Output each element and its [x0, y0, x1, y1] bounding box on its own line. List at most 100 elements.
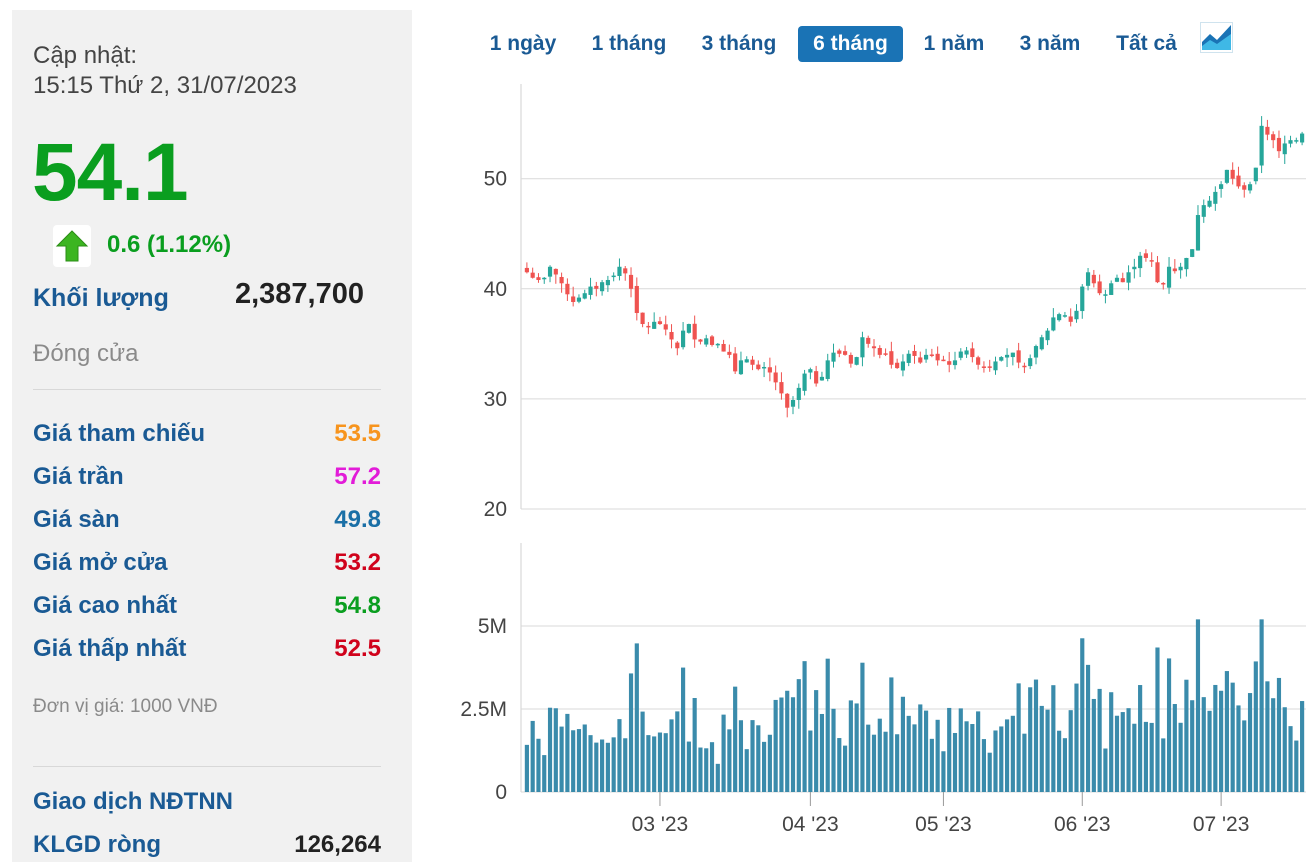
volume-bar [785, 690, 790, 792]
volume-bar [1051, 685, 1056, 792]
candle-body [692, 323, 697, 340]
volume-bar [756, 725, 761, 792]
candle-body [900, 361, 906, 371]
volume-bar [819, 713, 825, 792]
volume-bar [1143, 721, 1148, 792]
volume-bar [802, 661, 807, 792]
volume-bar [1120, 712, 1125, 792]
tab-1-day[interactable]: 1 ngày [489, 32, 557, 55]
candle-body [1004, 354, 1010, 358]
candle-body [1201, 205, 1206, 217]
volume-bar [1236, 705, 1241, 792]
volume-bar [1138, 685, 1143, 792]
volume-bar [952, 732, 958, 792]
volume-bar [1184, 679, 1189, 792]
price-tick-label: 50 [484, 168, 507, 191]
x-tick-label: 07 '23 [1193, 813, 1250, 836]
price-tick-label: 40 [484, 278, 507, 301]
volume-bar [1271, 698, 1276, 792]
volume-bar [1080, 638, 1085, 792]
area-chart-icon[interactable] [1200, 22, 1234, 54]
tab-6-months[interactable]: 6 tháng [798, 26, 903, 62]
candle-body [1028, 358, 1033, 367]
volume-bar [1288, 726, 1293, 792]
volume-bar [733, 686, 738, 792]
x-tick-label: 06 '23 [1054, 813, 1111, 836]
candle-body [1172, 268, 1177, 272]
volume-bar [524, 744, 529, 792]
volume-bar [1028, 687, 1033, 792]
volume-tick-label: 0 [495, 781, 507, 804]
candle-body [767, 367, 772, 373]
volume-bar [628, 673, 634, 792]
candle-body [918, 357, 923, 363]
candle-body [547, 266, 553, 277]
up-arrow-badge [53, 225, 91, 267]
candle-body [941, 359, 946, 362]
candle-body [1166, 266, 1172, 288]
tab-all[interactable]: Tất cả [1116, 32, 1177, 55]
candle-body [1126, 272, 1131, 283]
floor-price-label: Giá sàn [33, 506, 120, 533]
candle-body [871, 346, 877, 349]
volume-bar [779, 697, 784, 792]
volume-bar [530, 720, 535, 792]
volume-bar [1114, 715, 1120, 792]
candle-body [594, 285, 599, 289]
volume-bar [1103, 748, 1108, 792]
candle-body [1149, 260, 1154, 262]
volume-bar [1247, 693, 1253, 792]
volume-bar [1161, 738, 1166, 792]
volume-bar [790, 697, 796, 792]
candle-body [796, 387, 801, 400]
volume-tick-label: 5M [478, 615, 507, 638]
candle-body [1155, 262, 1160, 283]
candle-body [935, 353, 940, 361]
tab-1-month[interactable]: 1 tháng [591, 32, 667, 55]
tab-3-months[interactable]: 3 tháng [701, 32, 777, 55]
candle-body [709, 336, 715, 345]
stock-info-panel: Cập nhật: 15:15 Thứ 2, 31/07/2023 54.1 0… [12, 10, 412, 862]
volume-bar [877, 718, 882, 792]
volume-bar [889, 677, 894, 792]
volume-bar [698, 747, 703, 792]
price-tick-label: 20 [484, 498, 507, 521]
volume-bar [825, 658, 830, 792]
volume-bar [1259, 619, 1264, 792]
volume-bar [1230, 682, 1235, 792]
volume-bar [1126, 708, 1131, 792]
volume-bar [814, 690, 819, 792]
volume-bar [1022, 733, 1027, 792]
volume-bar [1282, 707, 1287, 792]
volume-bar [981, 739, 987, 792]
tab-3-years[interactable]: 3 năm [1019, 32, 1081, 55]
volume-bar [762, 741, 767, 792]
candle-body [565, 283, 570, 295]
up-arrow-icon [55, 230, 89, 262]
candle-body [1282, 143, 1287, 155]
price-tick-label: 30 [484, 388, 507, 411]
volume-bar [976, 711, 981, 792]
volume-bar [773, 699, 778, 792]
ref-price-label: Giá tham chiếu [33, 420, 206, 447]
candle-body [1224, 169, 1229, 183]
candle-body [923, 354, 929, 360]
tab-1-year[interactable]: 1 năm [923, 32, 985, 55]
volume-bar [588, 735, 593, 792]
candle-body [1242, 185, 1247, 190]
volume-bar [883, 731, 888, 792]
candle-body [1190, 249, 1195, 257]
ceiling-price-value: 57.2 [334, 463, 381, 490]
candle-body [1236, 175, 1241, 187]
volume-bar [947, 707, 952, 792]
candle-body [1195, 215, 1201, 251]
candle-body [646, 325, 651, 328]
candle-body [1294, 140, 1299, 142]
divider [33, 389, 381, 390]
volume-bar [1074, 683, 1079, 792]
volume-bar [854, 703, 859, 792]
volume-bar [634, 643, 639, 792]
x-tick-label: 05 '23 [915, 813, 972, 836]
volume-bar [1166, 658, 1172, 792]
volume-bar [941, 751, 946, 792]
